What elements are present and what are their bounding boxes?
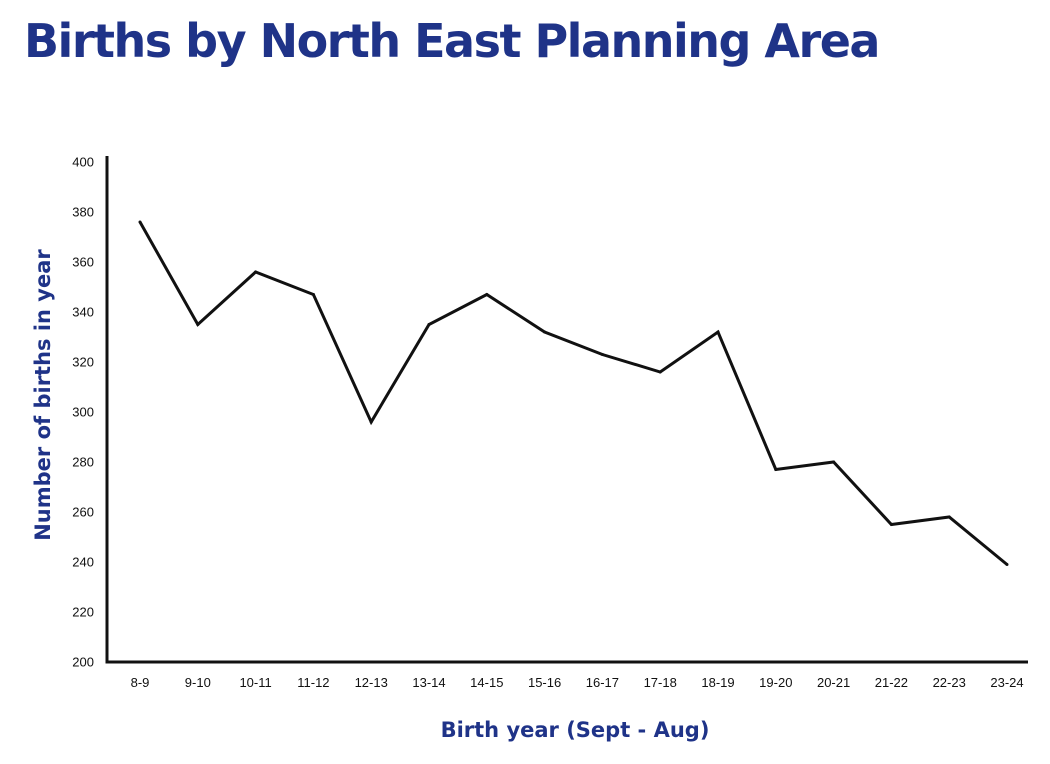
x-tick-label: 11-12	[297, 675, 329, 690]
x-tick-label: 19-20	[759, 675, 792, 690]
x-tick-label: 18-19	[701, 675, 734, 690]
y-tick-label: 340	[72, 305, 94, 320]
data-point	[947, 515, 951, 519]
data-point	[369, 420, 373, 424]
x-tick-label: 23-24	[990, 675, 1023, 690]
data-points	[138, 220, 1009, 566]
x-tick-label: 8-9	[131, 675, 150, 690]
x-tick-label: 14-15	[470, 675, 503, 690]
data-point	[600, 353, 604, 356]
x-tick-label: 20-21	[817, 675, 850, 690]
x-tick-label: 21-22	[875, 675, 908, 690]
y-tick-label: 400	[72, 155, 94, 170]
x-axis-ticks: 8-9 9-10 10-11 11-12 12-13 13-14 14-15 15-16 16-…	[131, 675, 1024, 690]
data-point	[774, 468, 778, 471]
data-point	[254, 270, 258, 274]
data-point	[889, 523, 893, 526]
y-tick-label: 360	[72, 255, 94, 270]
data-point	[716, 330, 720, 334]
data-point	[196, 323, 200, 326]
x-tick-label: 10-11	[239, 675, 271, 690]
y-tick-label: 260	[72, 505, 94, 520]
x-tick-label: 17-18	[644, 675, 677, 690]
x-tick-label: 16-17	[586, 675, 619, 690]
data-point	[427, 323, 431, 326]
x-tick-label: 12-13	[355, 675, 388, 690]
data-point	[543, 330, 547, 334]
y-tick-label: 300	[72, 405, 94, 420]
x-tick-label: 22-23	[933, 675, 966, 690]
series-line	[138, 221, 1008, 566]
y-axis-ticks: 200 220 240 260 280 300 320 340 360 380 400	[72, 155, 94, 670]
x-tick-label: 13-14	[412, 675, 445, 690]
x-tick-label: 15-16	[528, 675, 561, 690]
y-tick-label: 320	[72, 355, 94, 370]
x-axis-title: Birth year (Sept - Aug)	[441, 718, 710, 742]
data-point	[832, 460, 836, 464]
y-axis-title: Number of births in year	[31, 249, 55, 541]
data-point	[658, 370, 662, 374]
data-point	[485, 293, 489, 296]
x-tick-label: 9-10	[185, 675, 211, 690]
data-point	[138, 220, 142, 224]
y-tick-label: 240	[72, 555, 94, 570]
y-tick-label: 200	[72, 655, 94, 670]
y-tick-label: 280	[72, 455, 94, 470]
data-point	[311, 293, 315, 296]
y-tick-label: 220	[72, 605, 94, 620]
y-tick-label: 380	[72, 205, 94, 220]
chart-title: Births by North East Planning Area	[24, 14, 880, 68]
data-point	[1005, 563, 1009, 566]
